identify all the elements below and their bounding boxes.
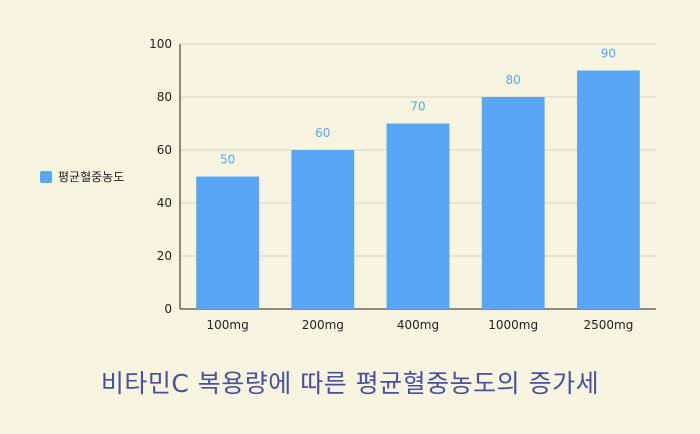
y-tick-label: 20	[157, 249, 172, 263]
chart-title: 비타민C 복용량에 따른 평균혈중농도의 증가세	[100, 369, 600, 398]
bar	[576, 70, 640, 309]
legend: 평균혈중농도	[40, 168, 124, 185]
bar	[481, 97, 545, 309]
y-tick-label: 80	[157, 90, 172, 104]
bar	[291, 150, 355, 309]
y-tick-label: 0	[164, 302, 172, 316]
x-tick-label: 200mg	[302, 318, 344, 332]
data-label: 80	[506, 73, 521, 87]
legend-swatch	[40, 170, 52, 183]
legend-label: 평균혈중농도	[58, 170, 125, 184]
x-tick-label: 400mg	[397, 318, 439, 332]
data-label: 60	[315, 126, 330, 140]
y-tick-label: 100	[149, 37, 172, 51]
data-label: 50	[220, 153, 235, 167]
y-tick-label: 60	[157, 143, 172, 157]
bar	[196, 176, 260, 309]
data-label: 90	[601, 47, 616, 61]
x-tick-label: 2500mg	[583, 318, 633, 332]
data-label: 70	[410, 100, 425, 114]
x-tick-label: 100mg	[206, 318, 248, 332]
x-tick-label: 1000mg	[488, 318, 538, 332]
bar	[386, 123, 450, 309]
y-tick-label: 40	[157, 196, 172, 210]
